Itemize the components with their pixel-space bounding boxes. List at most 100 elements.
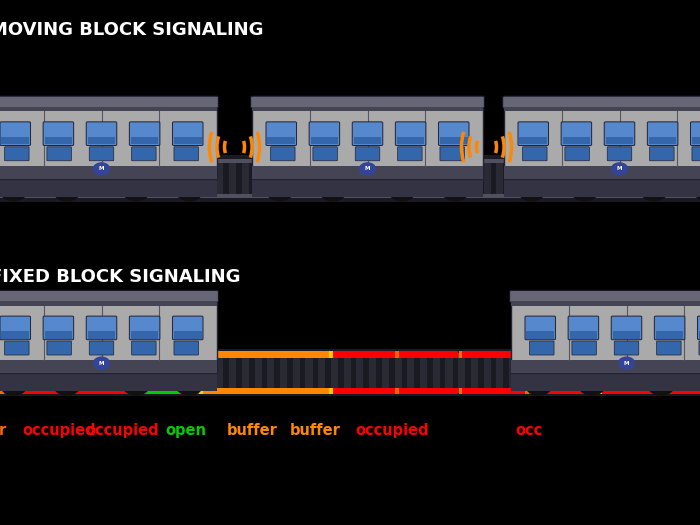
Bar [127, 159, 134, 198]
Circle shape [641, 181, 667, 201]
Bar [511, 301, 700, 306]
Bar [241, 159, 249, 198]
Circle shape [7, 186, 20, 196]
Bar [563, 137, 590, 144]
FancyBboxPatch shape [518, 122, 549, 145]
Bar [611, 159, 618, 198]
FancyBboxPatch shape [525, 316, 556, 340]
Circle shape [619, 357, 634, 369]
Bar [344, 159, 351, 198]
FancyBboxPatch shape [440, 147, 465, 161]
Bar [0, 353, 700, 358]
Bar [687, 159, 694, 198]
Bar [662, 159, 669, 198]
FancyBboxPatch shape [266, 122, 297, 145]
Bar [522, 353, 529, 393]
Bar [649, 159, 656, 198]
FancyBboxPatch shape [648, 122, 678, 145]
Bar [598, 352, 602, 358]
Bar [203, 388, 206, 394]
Bar [229, 159, 236, 198]
Bar [0, 107, 217, 111]
Bar [0, 179, 217, 197]
Bar [305, 159, 312, 198]
Bar [356, 353, 363, 393]
Bar [662, 353, 669, 393]
FancyBboxPatch shape [0, 96, 218, 108]
FancyBboxPatch shape [174, 341, 199, 355]
Circle shape [60, 186, 74, 196]
Bar [528, 388, 532, 394]
FancyBboxPatch shape [650, 147, 674, 161]
Circle shape [648, 375, 674, 395]
FancyBboxPatch shape [604, 122, 635, 145]
Bar [592, 352, 595, 358]
Circle shape [320, 181, 346, 201]
Bar [191, 353, 198, 393]
Bar [458, 388, 462, 394]
Bar [131, 331, 158, 339]
Bar [25, 159, 32, 198]
Bar [331, 353, 338, 393]
Bar [0, 159, 7, 198]
Circle shape [449, 186, 462, 196]
Bar [624, 159, 631, 198]
FancyBboxPatch shape [504, 107, 700, 179]
Circle shape [360, 163, 375, 175]
Bar [602, 388, 700, 394]
Bar [602, 352, 700, 358]
FancyBboxPatch shape [572, 341, 596, 355]
Text: M: M [99, 361, 104, 365]
Bar [252, 166, 483, 179]
Circle shape [389, 181, 415, 201]
Bar [140, 353, 147, 393]
Bar [267, 137, 295, 144]
Text: MOVING BLOCK SIGNALING: MOVING BLOCK SIGNALING [0, 21, 263, 39]
Bar [216, 353, 223, 393]
Bar [13, 353, 20, 393]
Bar [354, 137, 382, 144]
Bar [573, 159, 580, 198]
Bar [130, 388, 133, 394]
FancyBboxPatch shape [654, 316, 685, 340]
Bar [4, 352, 63, 358]
Bar [255, 353, 262, 393]
Text: occupied: occupied [85, 423, 160, 438]
Bar [0, 373, 217, 391]
Bar [252, 107, 483, 111]
Circle shape [585, 380, 598, 390]
Bar [252, 179, 483, 197]
Bar [395, 352, 399, 358]
FancyBboxPatch shape [608, 147, 631, 161]
Bar [699, 331, 700, 339]
Bar [280, 353, 287, 393]
Bar [547, 353, 554, 393]
Circle shape [123, 375, 149, 395]
Bar [433, 159, 440, 198]
Bar [293, 353, 300, 393]
FancyBboxPatch shape [352, 122, 383, 145]
Bar [267, 353, 274, 393]
Bar [649, 137, 676, 144]
Text: M: M [617, 166, 622, 171]
Bar [45, 137, 72, 144]
Bar [511, 360, 700, 373]
FancyBboxPatch shape [565, 147, 589, 161]
Text: M: M [365, 166, 370, 171]
Bar [203, 352, 206, 358]
Circle shape [442, 181, 468, 201]
FancyBboxPatch shape [510, 290, 700, 302]
Bar [0, 194, 700, 198]
Bar [344, 353, 351, 393]
Bar [293, 159, 300, 198]
FancyBboxPatch shape [90, 341, 113, 355]
Bar [329, 352, 332, 358]
FancyBboxPatch shape [132, 341, 156, 355]
Text: occ: occ [515, 423, 542, 438]
Bar [519, 137, 547, 144]
FancyBboxPatch shape [657, 341, 681, 355]
Bar [407, 353, 414, 393]
FancyBboxPatch shape [270, 147, 295, 161]
Bar [216, 159, 223, 198]
Circle shape [273, 186, 286, 196]
